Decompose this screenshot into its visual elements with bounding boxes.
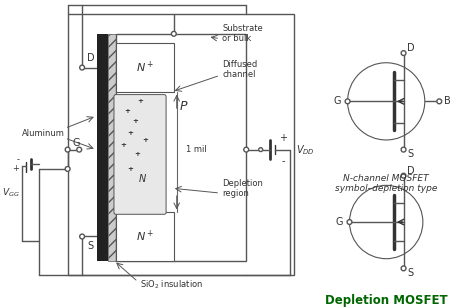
Text: +: +	[128, 130, 133, 136]
Text: B: B	[444, 96, 451, 106]
Text: SiO$_2$ insulation: SiO$_2$ insulation	[140, 278, 203, 291]
Text: +: +	[125, 108, 130, 114]
Text: +: +	[142, 137, 148, 143]
Circle shape	[401, 173, 406, 178]
Circle shape	[437, 99, 442, 104]
Text: -: -	[281, 156, 285, 166]
Text: G: G	[333, 96, 341, 106]
Text: Aluminum: Aluminum	[22, 129, 65, 138]
Circle shape	[65, 147, 70, 152]
Text: D: D	[408, 166, 415, 176]
Text: G: G	[335, 217, 343, 227]
Text: Depletion
region: Depletion region	[222, 179, 263, 198]
Text: 1 mil: 1 mil	[186, 145, 207, 154]
Circle shape	[347, 220, 352, 225]
Text: +: +	[12, 164, 19, 173]
Text: +: +	[132, 118, 138, 124]
Text: S: S	[408, 268, 413, 278]
Bar	[68, 14, 294, 275]
Text: $N^+$: $N^+$	[136, 60, 154, 75]
Text: N: N	[138, 174, 146, 184]
Text: Depletion MOSFET: Depletion MOSFET	[325, 294, 447, 307]
Circle shape	[345, 99, 350, 104]
Text: S: S	[408, 149, 413, 160]
Circle shape	[172, 31, 176, 36]
Text: $V_{GG}$: $V_{GG}$	[2, 187, 19, 199]
Text: N-channel MOSFET
symbol–depletion type: N-channel MOSFET symbol–depletion type	[335, 174, 438, 193]
Text: S: S	[87, 241, 93, 251]
Text: -: -	[17, 155, 19, 164]
Text: +: +	[134, 152, 140, 157]
Bar	[108, 34, 116, 261]
Text: $V_{DD}$: $V_{DD}$	[296, 143, 315, 156]
Circle shape	[401, 266, 406, 271]
Text: G: G	[73, 138, 80, 148]
Bar	[97, 34, 108, 261]
Circle shape	[401, 51, 406, 55]
Text: Substrate
or bulk: Substrate or bulk	[222, 24, 263, 43]
Text: +: +	[279, 133, 287, 143]
FancyBboxPatch shape	[114, 95, 166, 214]
Bar	[116, 43, 174, 92]
Text: D: D	[408, 43, 415, 53]
Text: D: D	[87, 53, 94, 63]
Circle shape	[259, 148, 263, 152]
Circle shape	[65, 167, 70, 171]
Circle shape	[401, 147, 406, 152]
Text: +: +	[121, 142, 127, 148]
Circle shape	[77, 147, 82, 152]
Bar	[116, 34, 246, 261]
Text: +: +	[137, 98, 143, 104]
Circle shape	[244, 147, 249, 152]
Bar	[116, 212, 174, 261]
Text: Diffused
channel: Diffused channel	[222, 60, 257, 79]
Text: +: +	[128, 166, 133, 172]
Text: $N^+$: $N^+$	[136, 229, 154, 244]
Text: P: P	[180, 100, 187, 113]
Circle shape	[80, 65, 84, 70]
Circle shape	[80, 234, 84, 239]
